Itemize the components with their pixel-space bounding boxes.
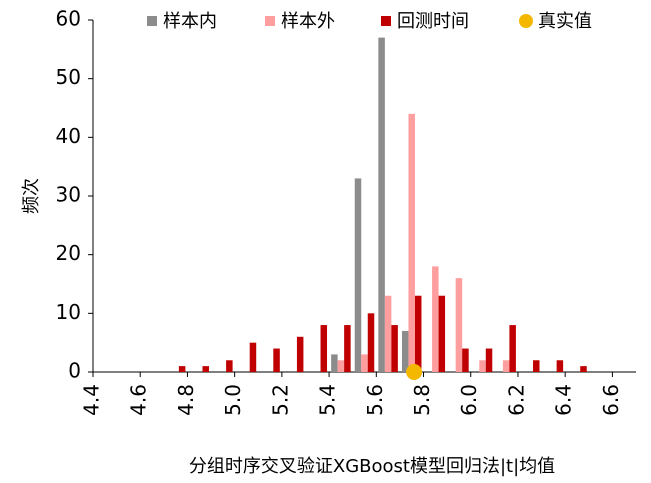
bar (361, 354, 368, 372)
bar (367, 313, 375, 372)
bar (202, 366, 209, 372)
bar (273, 348, 280, 372)
legend-swatch (519, 14, 533, 28)
bar (580, 366, 587, 372)
x-tick-label: 6.4 (552, 384, 576, 416)
bar (331, 354, 338, 372)
x-tick-label: 6.2 (504, 384, 528, 416)
legend-label: 回测时间 (397, 11, 469, 32)
x-tick-label: 6.0 (457, 384, 481, 416)
bar (384, 295, 392, 372)
bar (401, 330, 409, 372)
y-tick-label: 0 (68, 359, 81, 383)
x-tick-label: 5.2 (268, 384, 292, 416)
bar (249, 342, 257, 372)
bar (479, 360, 486, 372)
x-tick-label: 6.6 (599, 384, 623, 416)
y-tick-label: 40 (56, 124, 81, 148)
y-axis-label: 频次 (21, 178, 42, 214)
bar (462, 348, 469, 372)
y-tick-label: 50 (56, 65, 81, 89)
legend-label: 样本外 (281, 11, 335, 32)
y-tick-label: 20 (56, 241, 81, 265)
legend-swatch (147, 16, 157, 26)
bar (438, 295, 446, 372)
bar (344, 325, 351, 372)
legend-label: 样本内 (163, 11, 217, 32)
bar (408, 113, 415, 372)
x-axis-label: 分组时序交叉验证XGBoost模型回归法|t|均值 (189, 456, 555, 477)
y-tick-label: 30 (56, 183, 81, 207)
bar (378, 37, 385, 372)
legend-swatch (381, 16, 391, 26)
bar (414, 295, 422, 372)
bar (178, 366, 186, 372)
x-tick-label: 5.0 (221, 384, 245, 416)
x-tick-label: 5.4 (316, 384, 340, 416)
bar (337, 360, 345, 372)
bar (320, 325, 328, 372)
bar (533, 360, 540, 372)
bar (354, 178, 362, 372)
legend-swatch (265, 16, 275, 26)
bar (556, 360, 564, 372)
y-tick-label: 10 (56, 300, 81, 324)
x-tick-label: 5.6 (363, 384, 387, 416)
bar (296, 336, 304, 372)
bar (455, 278, 463, 372)
bar (226, 360, 233, 372)
legend-label: 真实值 (538, 11, 592, 32)
bar (391, 325, 398, 372)
x-tick-label: 4.8 (174, 384, 198, 416)
true-value-marker (406, 364, 423, 380)
bar (502, 360, 510, 372)
x-tick-label: 5.8 (410, 384, 434, 416)
bar (485, 348, 493, 372)
bar (432, 266, 439, 372)
x-tick-label: 4.6 (127, 384, 151, 416)
x-tick-label: 4.4 (80, 384, 104, 416)
y-tick-label: 60 (56, 7, 81, 31)
bar (509, 325, 516, 372)
